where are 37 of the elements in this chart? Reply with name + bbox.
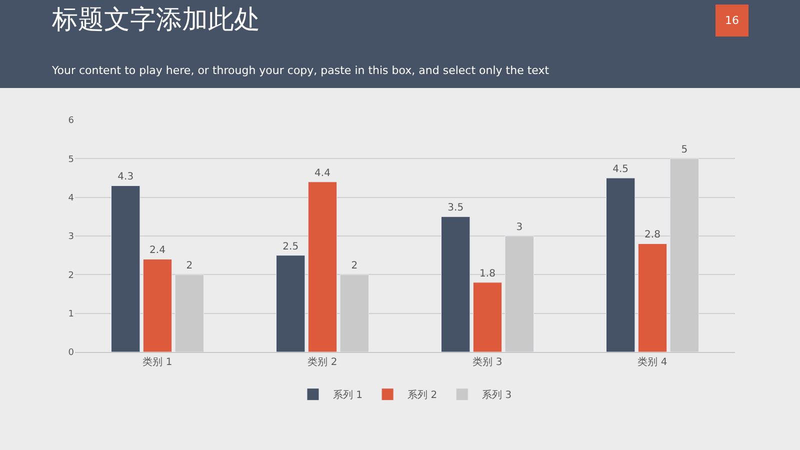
data-label: 4.5 (612, 164, 629, 175)
y-tick-label: 2 (68, 270, 74, 281)
y-tick-label: 6 (68, 116, 74, 126)
data-label: 4.4 (314, 168, 330, 179)
data-label: 1.8 (480, 268, 496, 280)
bar (638, 243, 668, 352)
bar (142, 258, 172, 352)
y-tick-label: 5 (68, 154, 74, 165)
data-label: 3 (516, 222, 523, 233)
y-tick-label: 4 (68, 193, 74, 204)
chart-subtitle: Your content to play here, or through your copy, paste in this box, and select only the text (51, 64, 550, 77)
x-tick-label: 类别 4 (638, 356, 668, 368)
legend-label: 系列 3 (482, 389, 512, 402)
data-label: 3.5 (448, 202, 464, 214)
x-tick-label: 类别 2 (308, 356, 338, 368)
bar (308, 182, 338, 352)
text: 16 (725, 14, 739, 27)
x-tick-label: 类别 3 (472, 356, 502, 368)
y-tick-label: 1 (68, 309, 74, 320)
bar (472, 282, 502, 352)
data-label: 2.8 (644, 230, 660, 241)
data-label: 2 (351, 260, 358, 272)
data-label: 2.5 (282, 241, 299, 252)
data-label: 5 (681, 144, 688, 156)
data-label: 4.3 (118, 172, 134, 183)
bar (110, 185, 140, 352)
x-tick-label: 类别 1 (142, 356, 172, 368)
bar (441, 216, 470, 352)
y-tick-label: 3 (68, 232, 74, 242)
bar (276, 255, 306, 352)
bar (606, 178, 636, 352)
chart-title: 标题文字添加此处 (51, 5, 260, 35)
data-label: 2.4 (150, 245, 166, 256)
legend-label: 系列 2 (408, 389, 438, 402)
legend-label: 系列 1 (333, 389, 363, 402)
data-label: 2 (186, 260, 193, 272)
y-tick-label: 0 (68, 348, 74, 358)
